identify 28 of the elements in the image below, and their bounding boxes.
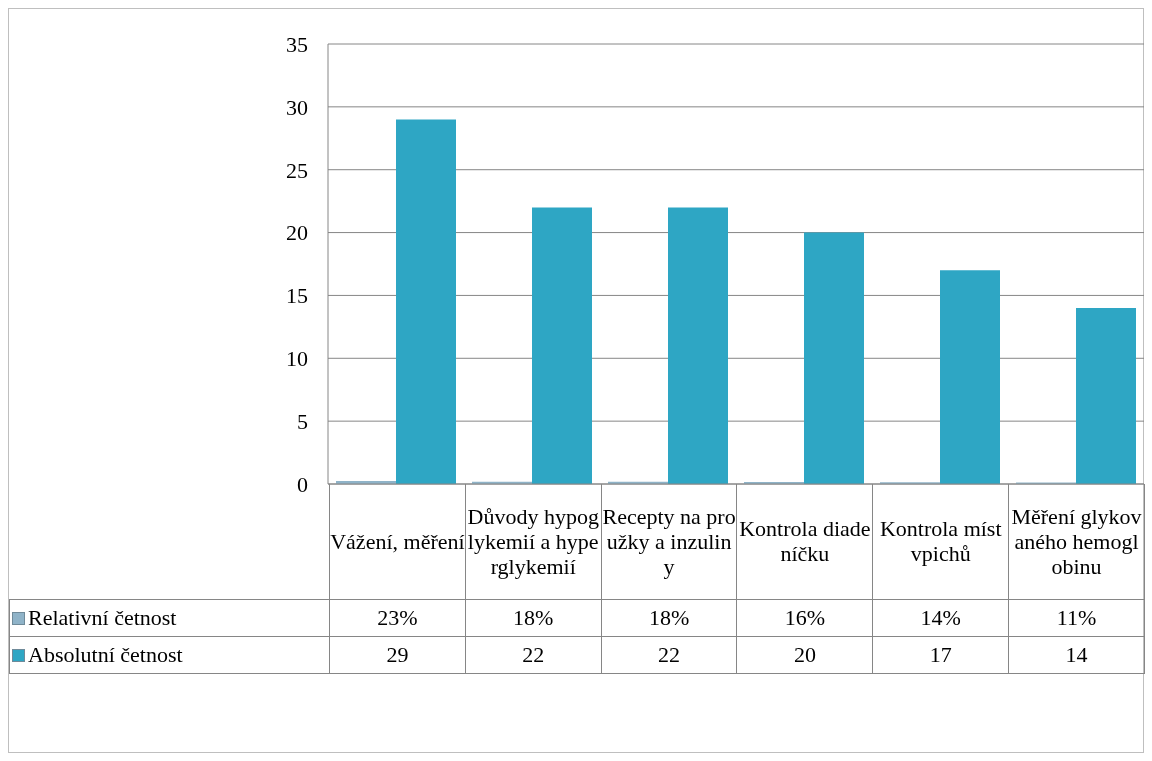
data-label: 16% <box>736 599 873 636</box>
x-tick-label: Kontrola diadeníčku <box>736 484 873 599</box>
y-tick-label: 0 <box>297 471 308 497</box>
data-label: 22 <box>465 636 602 673</box>
data-label: 18% <box>465 599 602 636</box>
data-label: 29 <box>329 636 466 673</box>
data-label: 17 <box>872 636 1009 673</box>
x-tick-label: Důvody hypoglykemií a hyperglykemií <box>465 484 602 599</box>
data-label: 14% <box>872 599 1009 636</box>
y-tick-label: 15 <box>286 283 308 309</box>
y-tick-label: 25 <box>286 157 308 183</box>
data-label: 14 <box>1008 636 1145 673</box>
data-label: 20 <box>736 636 873 673</box>
legend-label: Relativní četnost <box>9 599 330 636</box>
data-label: 23% <box>329 599 466 636</box>
y-tick-label: 30 <box>286 94 308 120</box>
x-tick-label: Měření glykovaného hemoglobinu <box>1008 484 1145 599</box>
y-tick-label: 5 <box>297 408 308 434</box>
y-tick-label: 20 <box>286 220 308 246</box>
x-tick-label: Recepty na proužky a inzuliny <box>601 484 737 599</box>
y-tick-label: 10 <box>286 346 308 372</box>
data-label: 22 <box>601 636 737 673</box>
data-label: 11% <box>1008 599 1145 636</box>
x-tick-label: Kontrola míst vpichů <box>872 484 1009 599</box>
x-tick-label: Vážení, měření <box>329 484 466 599</box>
y-tick-label: 35 <box>286 31 308 57</box>
legend-label: Absolutní četnost <box>9 636 330 673</box>
data-label: 18% <box>601 599 737 636</box>
